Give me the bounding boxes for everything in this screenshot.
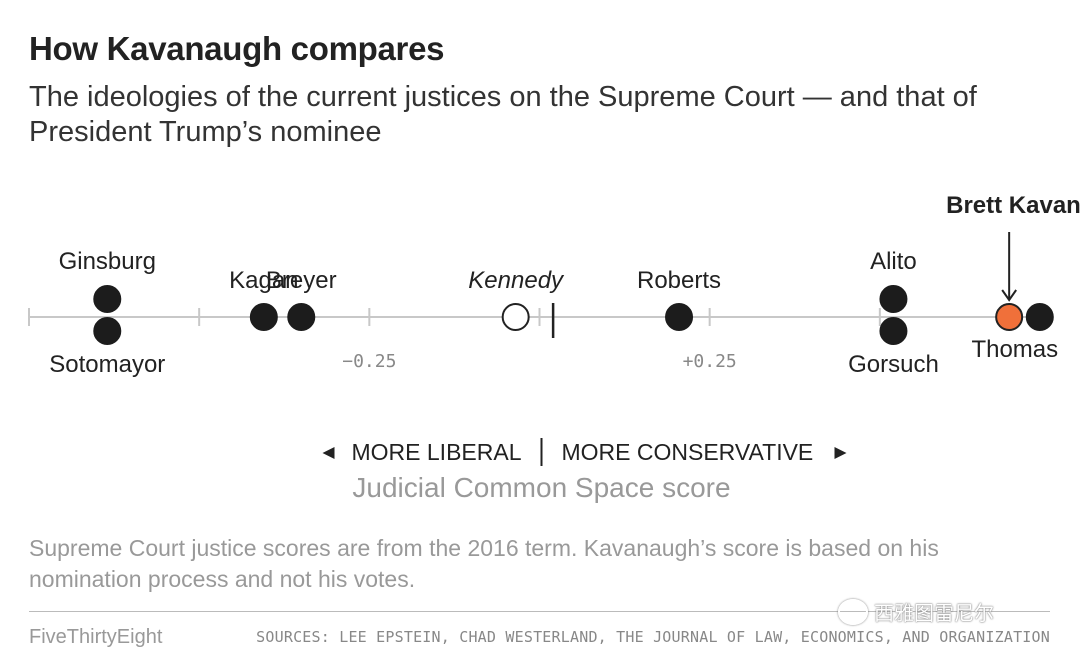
chart-subtitle: The ideologies of the current justices o… — [29, 81, 977, 148]
label-roberts: Roberts — [637, 267, 721, 294]
label-thomas: Thomas — [971, 336, 1058, 363]
brand-label: FiveThirtyEight — [29, 626, 163, 648]
x-tick-label-4: +0.25 — [683, 351, 737, 372]
direction-liberal: MORE LIBERAL — [352, 439, 522, 465]
point-kagan — [249, 303, 278, 331]
label-kagan: Kagan — [229, 267, 298, 294]
chart-title: How Kavanaugh compares — [29, 30, 445, 67]
point-kennedy — [501, 303, 530, 331]
sources-label: SOURCES: LEE EPSTEIN, CHAD WESTERLAND, T… — [256, 628, 1050, 646]
annotation-arrow-head — [1001, 289, 1017, 302]
point-alito — [879, 285, 908, 313]
annotation-kavanaugh: Brett Kavanaugh — [946, 192, 1080, 219]
arrow-left-icon — [322, 447, 335, 459]
x-tick-label-2: −0.25 — [342, 351, 396, 372]
point-ginsburg — [93, 285, 122, 313]
direction-conservative: MORE CONSERVATIVE — [562, 439, 814, 465]
arrow-right-icon — [834, 447, 847, 459]
point-gorsuch — [879, 317, 908, 345]
wechat-icon — [838, 598, 868, 625]
label-kennedy: Kennedy — [468, 267, 565, 294]
point-breyer — [287, 303, 316, 331]
footer-divider — [29, 611, 1050, 612]
point-sotomayor — [93, 317, 122, 345]
label-sotomayor: Sotomayor — [49, 351, 165, 378]
chart-note: Supreme Court justice scores are from th… — [29, 535, 939, 592]
watermark-text: 西雅图雷尼尔 — [874, 603, 994, 625]
point-roberts — [665, 303, 694, 331]
label-alito: Alito — [870, 248, 917, 275]
x-axis-label: Judicial Common Space score — [352, 472, 730, 503]
label-breyer: Breyer — [266, 267, 337, 294]
watermark: 西雅图雷尼尔 — [838, 597, 994, 626]
label-ginsburg: Ginsburg — [59, 248, 156, 275]
label-gorsuch: Gorsuch — [848, 351, 939, 378]
point-thomas — [1025, 303, 1054, 331]
point-brett-kavanaugh — [995, 303, 1024, 331]
